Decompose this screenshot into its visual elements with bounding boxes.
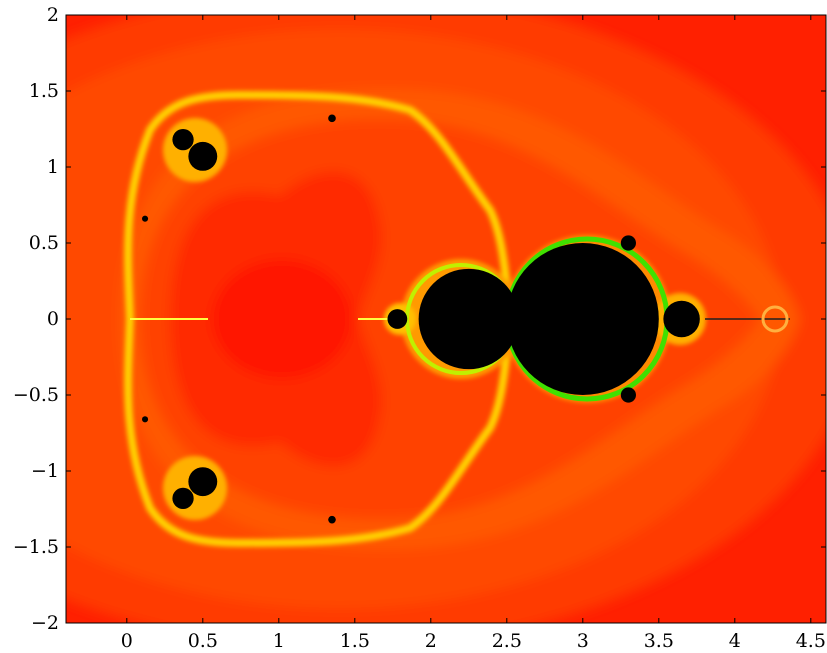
set-component-10 [328, 114, 336, 123]
x-tick-label: 4 [729, 630, 741, 652]
y-axis: −2 −1.5 −1 −0.5 0 0.5 1 1.5 2 [13, 4, 826, 634]
x-tick-label: 1 [273, 630, 285, 652]
x-axis: 0 0.5 1 1.5 2 2.5 3 3.5 4 4.5 [121, 15, 826, 652]
y-tick-label: −2 [31, 612, 59, 634]
set-component-3 [663, 300, 700, 338]
x-tick-label: 3.5 [644, 630, 674, 652]
y-tick-label: 1 [47, 156, 59, 178]
y-tick-label: 0 [47, 308, 59, 330]
set-component-9 [172, 487, 194, 509]
set-component-2 [387, 309, 408, 329]
x-tick-label: 1.5 [340, 630, 370, 652]
set-component-5 [620, 387, 637, 403]
y-tick-label: −1 [31, 460, 59, 482]
y-tick-label: 2 [47, 4, 59, 26]
set-component-13 [142, 416, 149, 423]
x-tick-label: 2.5 [492, 630, 522, 652]
x-tick-label: 2 [425, 630, 437, 652]
inner-core [212, 259, 352, 379]
y-tick-label: 1.5 [29, 80, 59, 102]
y-tick-label: −0.5 [13, 384, 59, 406]
y-tick-label: −1.5 [13, 536, 59, 558]
x-tick-label: 0 [121, 630, 133, 652]
set-component-0 [506, 243, 659, 395]
set-component-7 [172, 129, 194, 151]
set-components [142, 114, 700, 524]
x-tick-label: 0.5 [188, 630, 218, 652]
antenna-tip-marker [761, 305, 789, 333]
set-component-11 [328, 515, 336, 524]
set-component-8 [188, 467, 218, 497]
set-component-4 [620, 235, 637, 251]
set-component-6 [188, 141, 218, 171]
set-component-1 [418, 268, 519, 370]
x-tick-label: 3 [577, 630, 589, 652]
set-component-12 [142, 215, 149, 222]
y-tick-label: 0.5 [29, 232, 59, 254]
x-tick-label: 4.5 [796, 630, 826, 652]
